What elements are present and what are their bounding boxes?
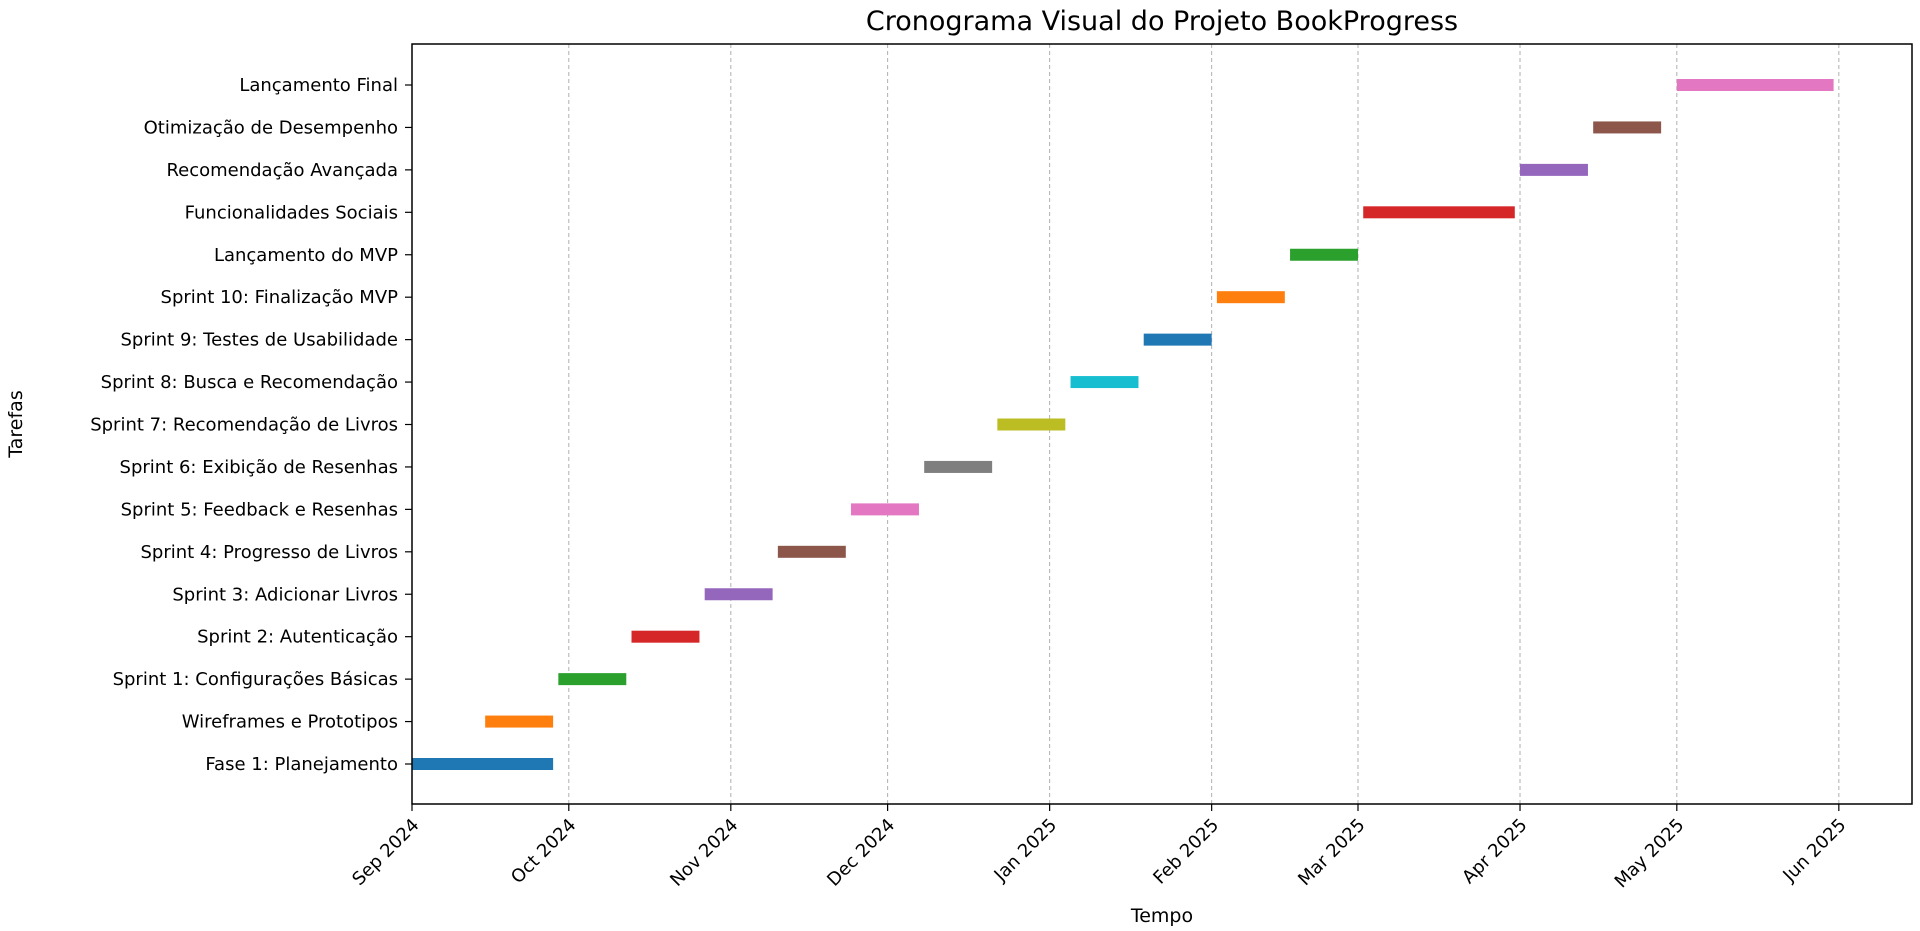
task-bar [631, 630, 700, 643]
chart-title: Cronograma Visual do Projeto BookProgres… [866, 6, 1458, 37]
y-tick-label: Sprint 3: Adicionar Livros [172, 584, 398, 605]
task-bar [1143, 333, 1212, 346]
y-axis-title: Tarefas [5, 390, 27, 458]
x-axis-ticks: Sep 2024 Oct 2024 Nov 2024 Dec 2024 Jan 2025… [348, 804, 1850, 892]
x-axis-title: Tempo [1130, 905, 1193, 927]
x-tick-label: Nov 2024 [666, 815, 742, 891]
y-tick-label: Sprint 1: Configurações Básicas [113, 669, 398, 690]
x-tick-label: Feb 2025 [1149, 815, 1223, 889]
x-tick-label: Jan 2025 [990, 815, 1062, 887]
task-bar [704, 588, 773, 601]
y-tick-label: Lançamento Final [239, 75, 398, 96]
y-tick-label: Sprint 10: Finalização MVP [161, 287, 399, 308]
y-tick-label: Funcionalidades Sociais [185, 202, 398, 223]
grid-lines [411, 44, 1840, 804]
x-tick-label: Jun 2025 [1778, 815, 1850, 887]
y-tick-label: Sprint 8: Busca e Recomendação [101, 372, 398, 393]
y-tick-label: Lançamento do MVP [214, 245, 398, 266]
y-tick-label: Sprint 5: Feedback e Resenhas [121, 499, 398, 520]
plot-frame [411, 43, 1913, 805]
task-bar [777, 545, 846, 558]
task-bar [851, 503, 919, 516]
x-tick-label: Sep 2024 [348, 815, 423, 890]
x-tick-label: Apr 2025 [1458, 815, 1531, 888]
task-bar [1520, 163, 1588, 176]
task-bar [1593, 121, 1662, 134]
task-bar [1216, 291, 1285, 304]
y-tick-label: Recomendação Avançada [166, 160, 398, 181]
x-tick-label: Oct 2024 [507, 815, 580, 888]
task-bars [412, 79, 1834, 770]
y-axis-ticks: Fase 1: Planejamento Wireframes e Prototi… [90, 75, 412, 775]
task-bar [924, 460, 993, 473]
y-tick-label: Sprint 2: Autenticação [197, 627, 398, 648]
y-tick-label: Sprint 9: Testes de Usabilidade [121, 330, 399, 351]
y-tick-label: Wireframes e Prototipos [182, 712, 398, 733]
task-bar [1070, 376, 1139, 389]
task-bar [997, 418, 1066, 431]
task-bar [1363, 206, 1515, 219]
y-tick-label: Sprint 7: Recomendação de Livros [90, 415, 398, 436]
x-tick-label: May 2025 [1611, 815, 1689, 893]
task-bar [412, 758, 554, 770]
task-bar [558, 673, 627, 686]
x-tick-label: Dec 2024 [823, 815, 899, 891]
task-bar [1676, 79, 1834, 91]
task-bar [485, 715, 554, 728]
y-tick-label: Otimização de Desempenho [144, 117, 398, 138]
y-tick-label: Sprint 6: Exibição de Resenhas [120, 457, 398, 478]
x-tick-label: Mar 2025 [1294, 815, 1369, 890]
task-bar [1290, 248, 1358, 261]
y-tick-label: Fase 1: Planejamento [205, 754, 398, 775]
y-tick-label: Sprint 4: Progresso de Livros [140, 542, 398, 563]
